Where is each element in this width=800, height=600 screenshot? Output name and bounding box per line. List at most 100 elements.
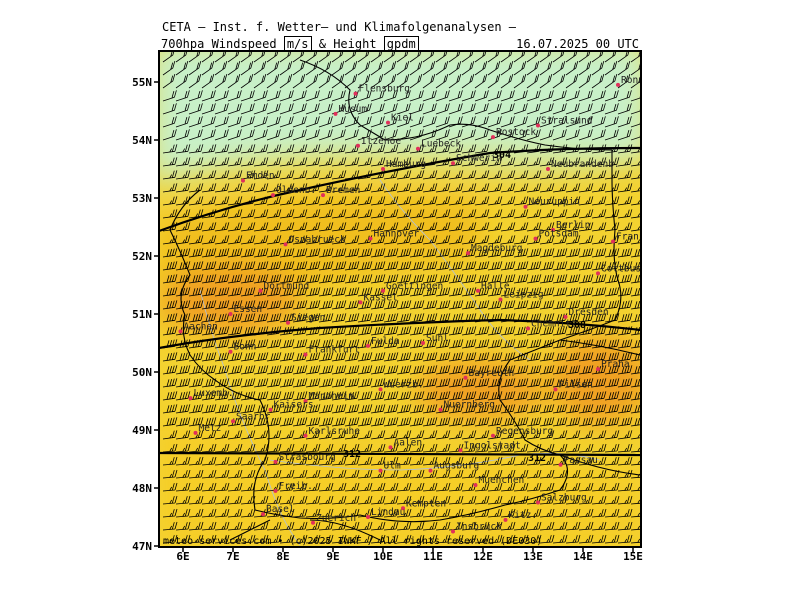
city-dot — [551, 227, 555, 232]
city-label: Bayreuth — [469, 368, 515, 379]
city-label: Luebeck — [421, 139, 461, 150]
header-institute: CETA — Inst. f. Wetter— und Klimafolgena… — [162, 20, 517, 34]
border-coast-north — [299, 59, 613, 151]
city-label: Flensburg — [359, 84, 410, 95]
city-dot — [596, 367, 600, 372]
city-dot — [261, 512, 265, 517]
wind-zone-weak-edge — [159, 60, 641, 188]
city-dot — [498, 297, 503, 302]
unit-height: gpdm — [383, 36, 419, 52]
city-dot — [273, 488, 278, 493]
city-dot — [563, 314, 568, 319]
city-dot — [378, 468, 383, 473]
city-label: Leipzig — [504, 290, 544, 301]
city-label: Osnabrueck — [289, 234, 346, 245]
lat-label: 49N — [132, 424, 152, 437]
border-east-south — [254, 150, 622, 523]
city-dot — [188, 396, 193, 401]
city-dot — [386, 120, 390, 125]
city-label: Kaisers. — [274, 400, 320, 411]
border-czech-north — [559, 339, 641, 356]
city-label: Saarbr. — [236, 411, 276, 422]
city-dot — [596, 271, 600, 276]
city-label: Dortmund — [264, 281, 310, 292]
city-dot — [358, 300, 363, 305]
city-label: Passau — [564, 455, 598, 466]
city-dot — [321, 193, 325, 198]
city-dot — [536, 500, 540, 505]
lon-label: 6E — [176, 550, 189, 563]
city-dot — [273, 459, 278, 464]
city-label: Oldenb. — [276, 185, 316, 196]
city-markers: Ronne Flensburg Husum Kiel Rostock Stralsund I… — [178, 75, 685, 534]
city-dot — [503, 517, 508, 522]
city-label: Chemnitz — [531, 319, 577, 330]
lat-label: 51N — [132, 308, 152, 321]
city-label: Basel — [266, 504, 295, 515]
borders — [169, 59, 641, 541]
contour-label: 312 — [343, 449, 361, 460]
city-label: Fulda — [371, 336, 400, 347]
border-swiss-austria — [229, 519, 381, 541]
lat-label: 55N — [132, 76, 152, 89]
barb-field — [162, 51, 641, 544]
city-dot — [388, 445, 393, 450]
city-label: Pilsen — [559, 379, 593, 390]
city-label: Regensburg — [496, 426, 553, 437]
city-label: Insbruck — [456, 522, 502, 533]
city-dot — [451, 161, 455, 166]
contour-labels: 304 308 312 312 — [343, 150, 586, 464]
city-label: Nuernberg — [444, 400, 495, 411]
city-label: Rostock — [496, 127, 536, 138]
city-label: Goettingen — [386, 281, 443, 292]
city-label: Potsdam — [539, 229, 579, 240]
city-dot — [451, 529, 455, 534]
lon-label: 7E — [226, 550, 239, 563]
city-label: Itzehoe — [361, 136, 401, 147]
city-dot — [491, 433, 495, 438]
lon-label: 15E — [623, 550, 643, 563]
city-dot — [491, 135, 495, 140]
lon-label: 10E — [373, 550, 393, 563]
city-label: Bremen — [326, 185, 360, 196]
city-dot — [286, 320, 290, 325]
city-dot — [353, 91, 358, 96]
city-dot — [368, 236, 373, 241]
city-label: Stralsund — [541, 116, 592, 127]
city-dot — [228, 349, 233, 354]
city-dot — [366, 515, 370, 519]
lat-label: 54N — [132, 134, 152, 147]
city-dot — [438, 407, 443, 412]
map-area: Ronne Flensburg Husum Kiel Rostock Stralsund I… — [159, 51, 685, 547]
city-label: Wuerzb. — [384, 379, 424, 390]
lat-label: 52N — [132, 250, 152, 263]
border-austria-east — [559, 454, 641, 476]
city-dot — [523, 204, 528, 209]
city-dot — [303, 399, 308, 403]
lon-label: 13E — [523, 550, 543, 563]
city-dot — [428, 468, 433, 473]
city-label: Kiel — [391, 113, 414, 124]
latitude-axis: 55N 54N 53N 52N 51N 50N 49N 48N 47N — [132, 76, 159, 553]
wind-barbs — [162, 51, 641, 544]
city-dot — [241, 178, 245, 183]
city-label: Bonn — [234, 342, 257, 353]
city-dot — [473, 483, 478, 488]
city-label: Berlin — [556, 220, 590, 231]
city-label: Halle — [481, 281, 510, 292]
city-label: Hamburg — [386, 159, 426, 170]
valid-datetime: 16.07.2025 00 UTC — [516, 37, 639, 51]
city-dot — [258, 288, 263, 293]
product-prefix: 700hpa Windspeed — [161, 37, 277, 51]
city-label: Schwerin — [456, 153, 502, 164]
river-elbe — [379, 179, 531, 361]
city-dot — [303, 352, 308, 357]
city-label: Frankfurt — [309, 345, 360, 356]
lat-label: 47N — [132, 540, 152, 553]
unit-windspeed: m/s — [283, 36, 312, 52]
city-label: Frankfurt/O. — [616, 232, 685, 243]
city-label: Neuruppin — [529, 197, 580, 208]
city-label: Ingolstadt — [464, 440, 521, 451]
city-label: Aachen — [184, 321, 218, 332]
contour-label: 308 — [568, 320, 586, 331]
